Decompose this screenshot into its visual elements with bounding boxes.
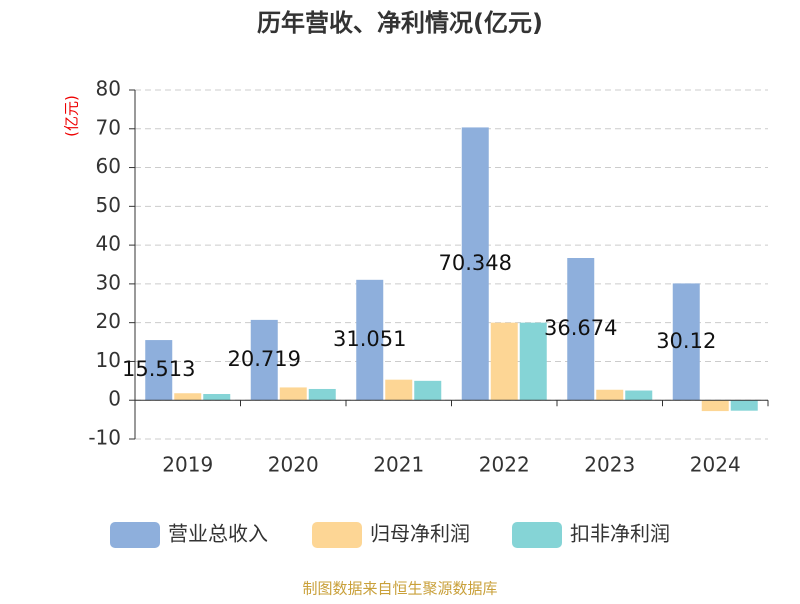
bar <box>385 379 413 401</box>
bar <box>596 389 624 401</box>
bar <box>356 279 384 401</box>
bar <box>414 380 442 401</box>
y-tick-label: 70 <box>96 115 121 139</box>
y-axis-label: (亿元) <box>63 95 81 137</box>
chart-title: 历年营收、净利情况(亿元) <box>257 9 543 37</box>
bar <box>461 127 489 401</box>
y-tick-label: 50 <box>96 193 121 217</box>
y-tick-label: 80 <box>96 77 121 101</box>
y-tick-label: 60 <box>96 154 121 178</box>
x-tick-label: 2024 <box>690 453 741 477</box>
bar <box>145 340 173 401</box>
y-tick-label: 30 <box>96 270 121 294</box>
data-label: 30.12 <box>656 329 716 353</box>
legend-swatch <box>312 522 362 548</box>
bar <box>567 258 595 401</box>
bar <box>490 322 518 401</box>
data-label: 20.719 <box>228 347 301 371</box>
data-label: 70.348 <box>439 251 512 275</box>
x-tick-label: 2022 <box>479 453 530 477</box>
x-tick-label: 2023 <box>584 453 635 477</box>
legend-label: 扣非净利润 <box>570 522 670 546</box>
bar <box>279 387 307 401</box>
data-label: 36.674 <box>544 316 617 340</box>
legend-label: 营业总收入 <box>168 522 268 546</box>
source-note: 制图数据来自恒生聚源数据库 <box>302 580 497 598</box>
x-tick-label: 2019 <box>162 453 213 477</box>
bar <box>519 322 547 401</box>
x-tick-label: 2020 <box>268 453 319 477</box>
legend-label: 归母净利润 <box>370 522 470 546</box>
bar <box>730 400 758 411</box>
bar <box>174 393 202 401</box>
data-label: 15.513 <box>122 357 195 381</box>
legend-swatch <box>512 522 562 548</box>
bar <box>701 400 729 412</box>
y-tick-label: -10 <box>88 426 121 450</box>
bar <box>308 388 336 401</box>
y-tick-label: 20 <box>96 309 121 333</box>
y-tick-label: 40 <box>96 232 121 256</box>
y-tick-label: 10 <box>96 348 121 372</box>
bar <box>672 283 700 401</box>
bar <box>203 394 231 401</box>
y-tick-label: 0 <box>108 387 121 411</box>
legend-swatch <box>110 522 160 548</box>
bar <box>625 390 653 401</box>
x-tick-label: 2021 <box>373 453 424 477</box>
bar <box>250 319 278 401</box>
data-label: 31.051 <box>333 327 406 351</box>
